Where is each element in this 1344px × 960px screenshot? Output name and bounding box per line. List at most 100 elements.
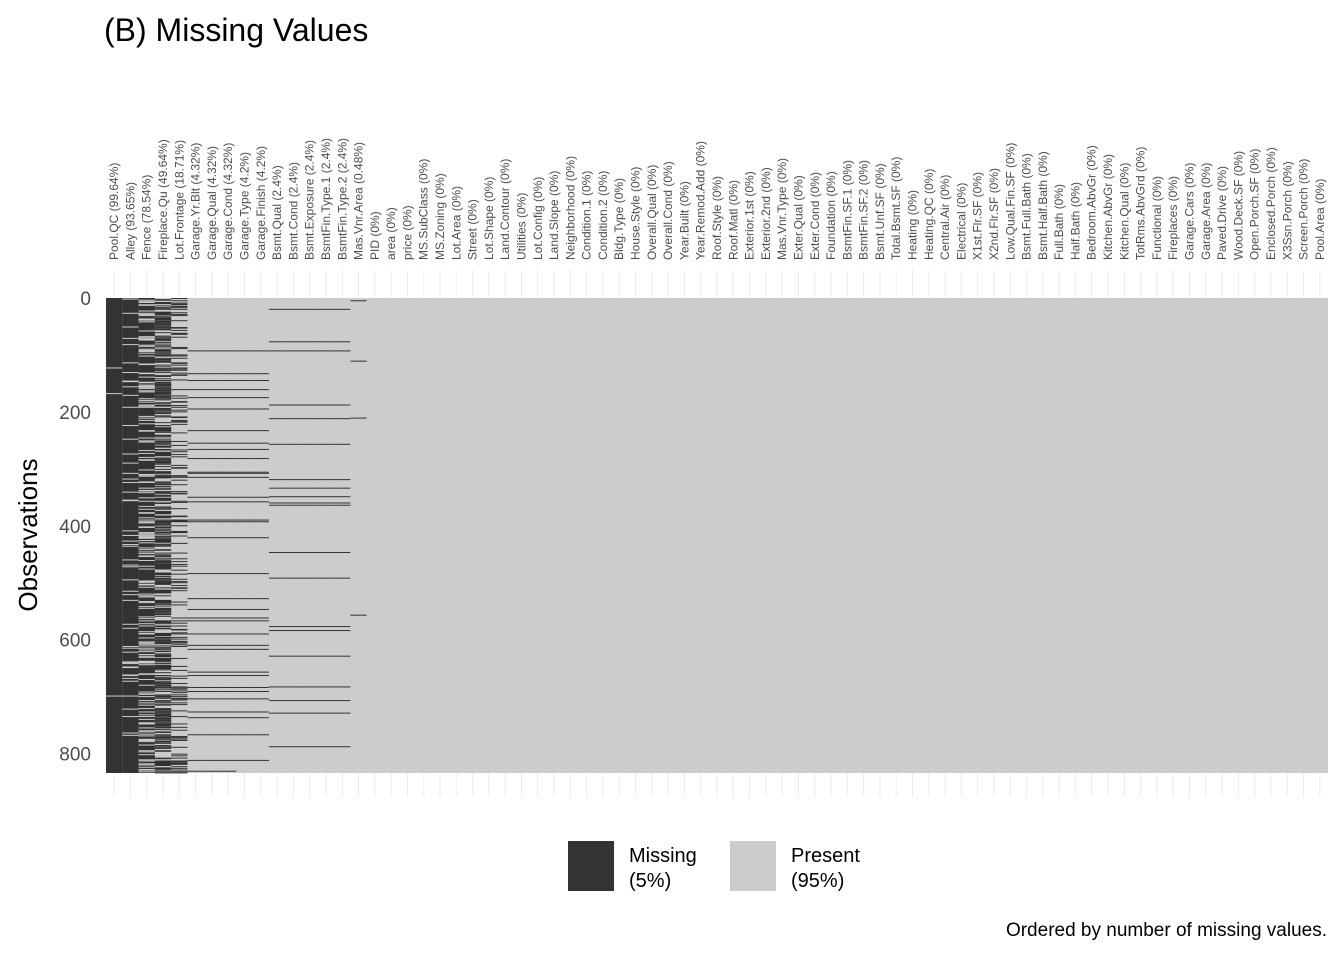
missing-cell bbox=[252, 759, 269, 761]
missing-cell bbox=[154, 404, 172, 406]
missing-cell bbox=[203, 373, 221, 375]
missing-cell bbox=[154, 305, 172, 307]
missing-cell bbox=[154, 440, 172, 442]
missing-cell bbox=[154, 506, 172, 508]
missing-cell bbox=[154, 542, 172, 544]
column-label: Pool.Area (0%) bbox=[1313, 179, 1327, 260]
missing-cell bbox=[187, 408, 204, 410]
missing-cell bbox=[236, 408, 253, 410]
missing-cell bbox=[171, 729, 188, 731]
present-cell bbox=[138, 459, 155, 461]
missing-cell bbox=[154, 647, 172, 649]
present-cell bbox=[122, 298, 139, 300]
missing-cell bbox=[154, 410, 172, 412]
present-cell bbox=[138, 469, 155, 471]
present-cell bbox=[122, 667, 139, 669]
missing-cell bbox=[334, 655, 351, 657]
y-tick-label: 600 bbox=[59, 631, 91, 652]
present-cell bbox=[138, 376, 155, 378]
column-label: Bsmt.Exposure (2.4%) bbox=[303, 140, 317, 260]
missing-cell bbox=[187, 389, 204, 391]
missing-cell bbox=[171, 409, 188, 411]
missing-cell bbox=[171, 423, 188, 425]
missing-cell bbox=[154, 738, 172, 740]
missing-cell bbox=[154, 609, 172, 611]
missing-cell bbox=[203, 519, 221, 521]
missing-cell bbox=[154, 709, 172, 711]
missing-cell bbox=[187, 448, 204, 450]
column-label: Full.Bath (0%) bbox=[1052, 184, 1066, 260]
missing-cell bbox=[171, 304, 188, 306]
missing-cell bbox=[171, 641, 188, 643]
missing-cell bbox=[171, 379, 188, 381]
missing-cell bbox=[154, 653, 172, 655]
missing-cell bbox=[252, 521, 269, 523]
missing-cell bbox=[154, 526, 172, 528]
missing-cell bbox=[301, 552, 318, 554]
missing-cell bbox=[171, 508, 188, 510]
missing-cell bbox=[154, 573, 172, 575]
missing-cell bbox=[187, 648, 204, 650]
missing-cell bbox=[154, 599, 172, 601]
missing-cell bbox=[268, 630, 286, 632]
present-cell bbox=[138, 319, 155, 321]
missing-cell bbox=[171, 569, 188, 571]
missing-cell bbox=[301, 479, 318, 481]
present-cell bbox=[122, 661, 139, 663]
missing-cell bbox=[203, 397, 221, 399]
column-label: Fence (78.54%) bbox=[140, 175, 154, 260]
legend-missing-pct: (5%) bbox=[629, 870, 671, 892]
present-cell bbox=[138, 702, 155, 704]
missing-cell bbox=[203, 573, 221, 575]
present-cell bbox=[138, 521, 155, 523]
missing-cell bbox=[268, 404, 286, 406]
present-area bbox=[106, 298, 1328, 773]
missing-cell bbox=[203, 717, 221, 719]
missing-cell bbox=[154, 615, 172, 617]
missing-cell bbox=[154, 634, 172, 636]
present-cell bbox=[138, 474, 155, 476]
missing-cell bbox=[154, 717, 172, 719]
present-cell bbox=[122, 312, 139, 314]
present-cell bbox=[138, 339, 155, 341]
missing-cell bbox=[171, 417, 188, 419]
missing-cell bbox=[317, 404, 335, 406]
missing-cell bbox=[154, 650, 172, 652]
missing-cell bbox=[154, 684, 172, 686]
missing-cell bbox=[154, 516, 172, 518]
missing-cell bbox=[171, 582, 188, 584]
missing-cell bbox=[154, 663, 172, 665]
missing-cell bbox=[236, 448, 253, 450]
present-cell bbox=[138, 508, 155, 510]
missing-cell bbox=[236, 671, 253, 673]
missing-cell bbox=[154, 710, 172, 712]
present-cell bbox=[138, 691, 155, 693]
missing-cell bbox=[317, 418, 335, 420]
missing-cell bbox=[171, 762, 188, 764]
missing-cell bbox=[285, 502, 302, 504]
missing-cell bbox=[154, 591, 172, 593]
missing-cell bbox=[154, 385, 172, 387]
missing-cell bbox=[203, 759, 221, 761]
missing-cell bbox=[154, 545, 172, 547]
present-cell bbox=[138, 759, 155, 761]
missing-cell bbox=[171, 636, 188, 638]
missing-cell bbox=[154, 395, 172, 397]
missing-cell bbox=[171, 520, 188, 522]
missing-cell bbox=[154, 495, 172, 497]
missing-cell bbox=[268, 712, 286, 714]
present-cell bbox=[138, 632, 155, 634]
missing-cell bbox=[154, 714, 172, 716]
missing-cell bbox=[334, 700, 351, 702]
missing-cell bbox=[236, 521, 253, 523]
present-cell bbox=[122, 599, 139, 601]
missing-cell bbox=[171, 333, 188, 335]
missing-cell bbox=[220, 521, 237, 523]
missing-cell bbox=[268, 341, 286, 343]
missing-cell bbox=[203, 608, 221, 610]
present-cell bbox=[122, 540, 139, 542]
present-cell bbox=[138, 536, 155, 538]
missing-cell bbox=[317, 479, 335, 481]
missing-cell bbox=[171, 690, 188, 692]
missing-cell bbox=[154, 769, 172, 771]
